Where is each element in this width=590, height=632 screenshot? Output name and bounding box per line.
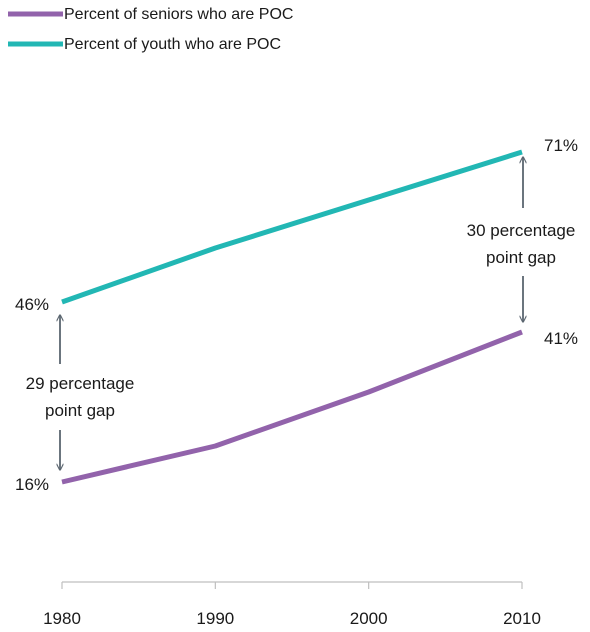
gap-arrows (60, 157, 523, 470)
x-tick-label: 1990 (196, 609, 234, 628)
x-axis: 1980 1990 2000 2010 (43, 581, 541, 628)
x-tick-label: 2010 (503, 609, 541, 628)
value-labels: 46% 16% 71% 41% (15, 136, 578, 494)
gap-1980-line2: point gap (45, 401, 115, 420)
x-ticks: 1980 1990 2000 2010 (43, 582, 541, 628)
series-youth-line (61, 149, 523, 305)
gap-2010-line1: 30 percentage (467, 221, 576, 240)
gap-2010-line2: point gap (486, 248, 556, 267)
legend-label-youth: Percent of youth who are POC (64, 36, 281, 53)
value-label-seniors-1980: 16% (15, 475, 49, 494)
value-label-youth-2010: 71% (544, 136, 578, 155)
gap-annotations: 29 percentage point gap 30 percentage po… (26, 221, 576, 420)
value-label-youth-1980: 46% (15, 295, 49, 314)
x-tick-label: 2000 (350, 609, 388, 628)
legend: Percent of seniors who are POC Percent o… (8, 6, 293, 53)
value-label-seniors-2010: 41% (544, 329, 578, 348)
legend-label-seniors: Percent of seniors who are POC (64, 6, 293, 23)
gap-1980-line1: 29 percentage (26, 374, 135, 393)
series-seniors-line (61, 329, 523, 485)
x-tick-label: 1980 (43, 609, 81, 628)
series-layer (61, 149, 523, 485)
